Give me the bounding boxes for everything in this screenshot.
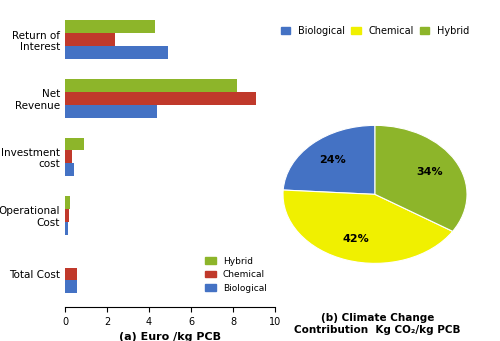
Bar [65, 196, 70, 209]
Bar [65, 33, 116, 46]
Bar [65, 280, 76, 293]
Bar [65, 137, 84, 150]
Bar [65, 46, 168, 59]
Bar [65, 150, 72, 163]
Text: 34%: 34% [416, 167, 443, 177]
Wedge shape [375, 125, 467, 231]
Text: 24%: 24% [319, 155, 345, 165]
Text: (b) Climate Change
Contribution  Kg CO₂/kg PCB: (b) Climate Change Contribution Kg CO₂/k… [294, 313, 461, 335]
Legend: Hybrid, Chemical, Biological: Hybrid, Chemical, Biological [202, 253, 270, 296]
Bar [65, 222, 68, 235]
Bar [65, 20, 156, 33]
Bar [65, 92, 256, 105]
Legend: Biological, Chemical, Hybrid: Biological, Chemical, Hybrid [276, 22, 473, 40]
Wedge shape [283, 190, 452, 263]
Wedge shape [283, 125, 375, 194]
Bar [65, 209, 69, 222]
Text: 42%: 42% [342, 234, 369, 244]
Bar [65, 79, 237, 92]
Bar [65, 105, 158, 118]
Bar [65, 163, 74, 176]
Bar [65, 267, 76, 280]
X-axis label: (a) Euro /kg PCB: (a) Euro /kg PCB [119, 332, 221, 341]
